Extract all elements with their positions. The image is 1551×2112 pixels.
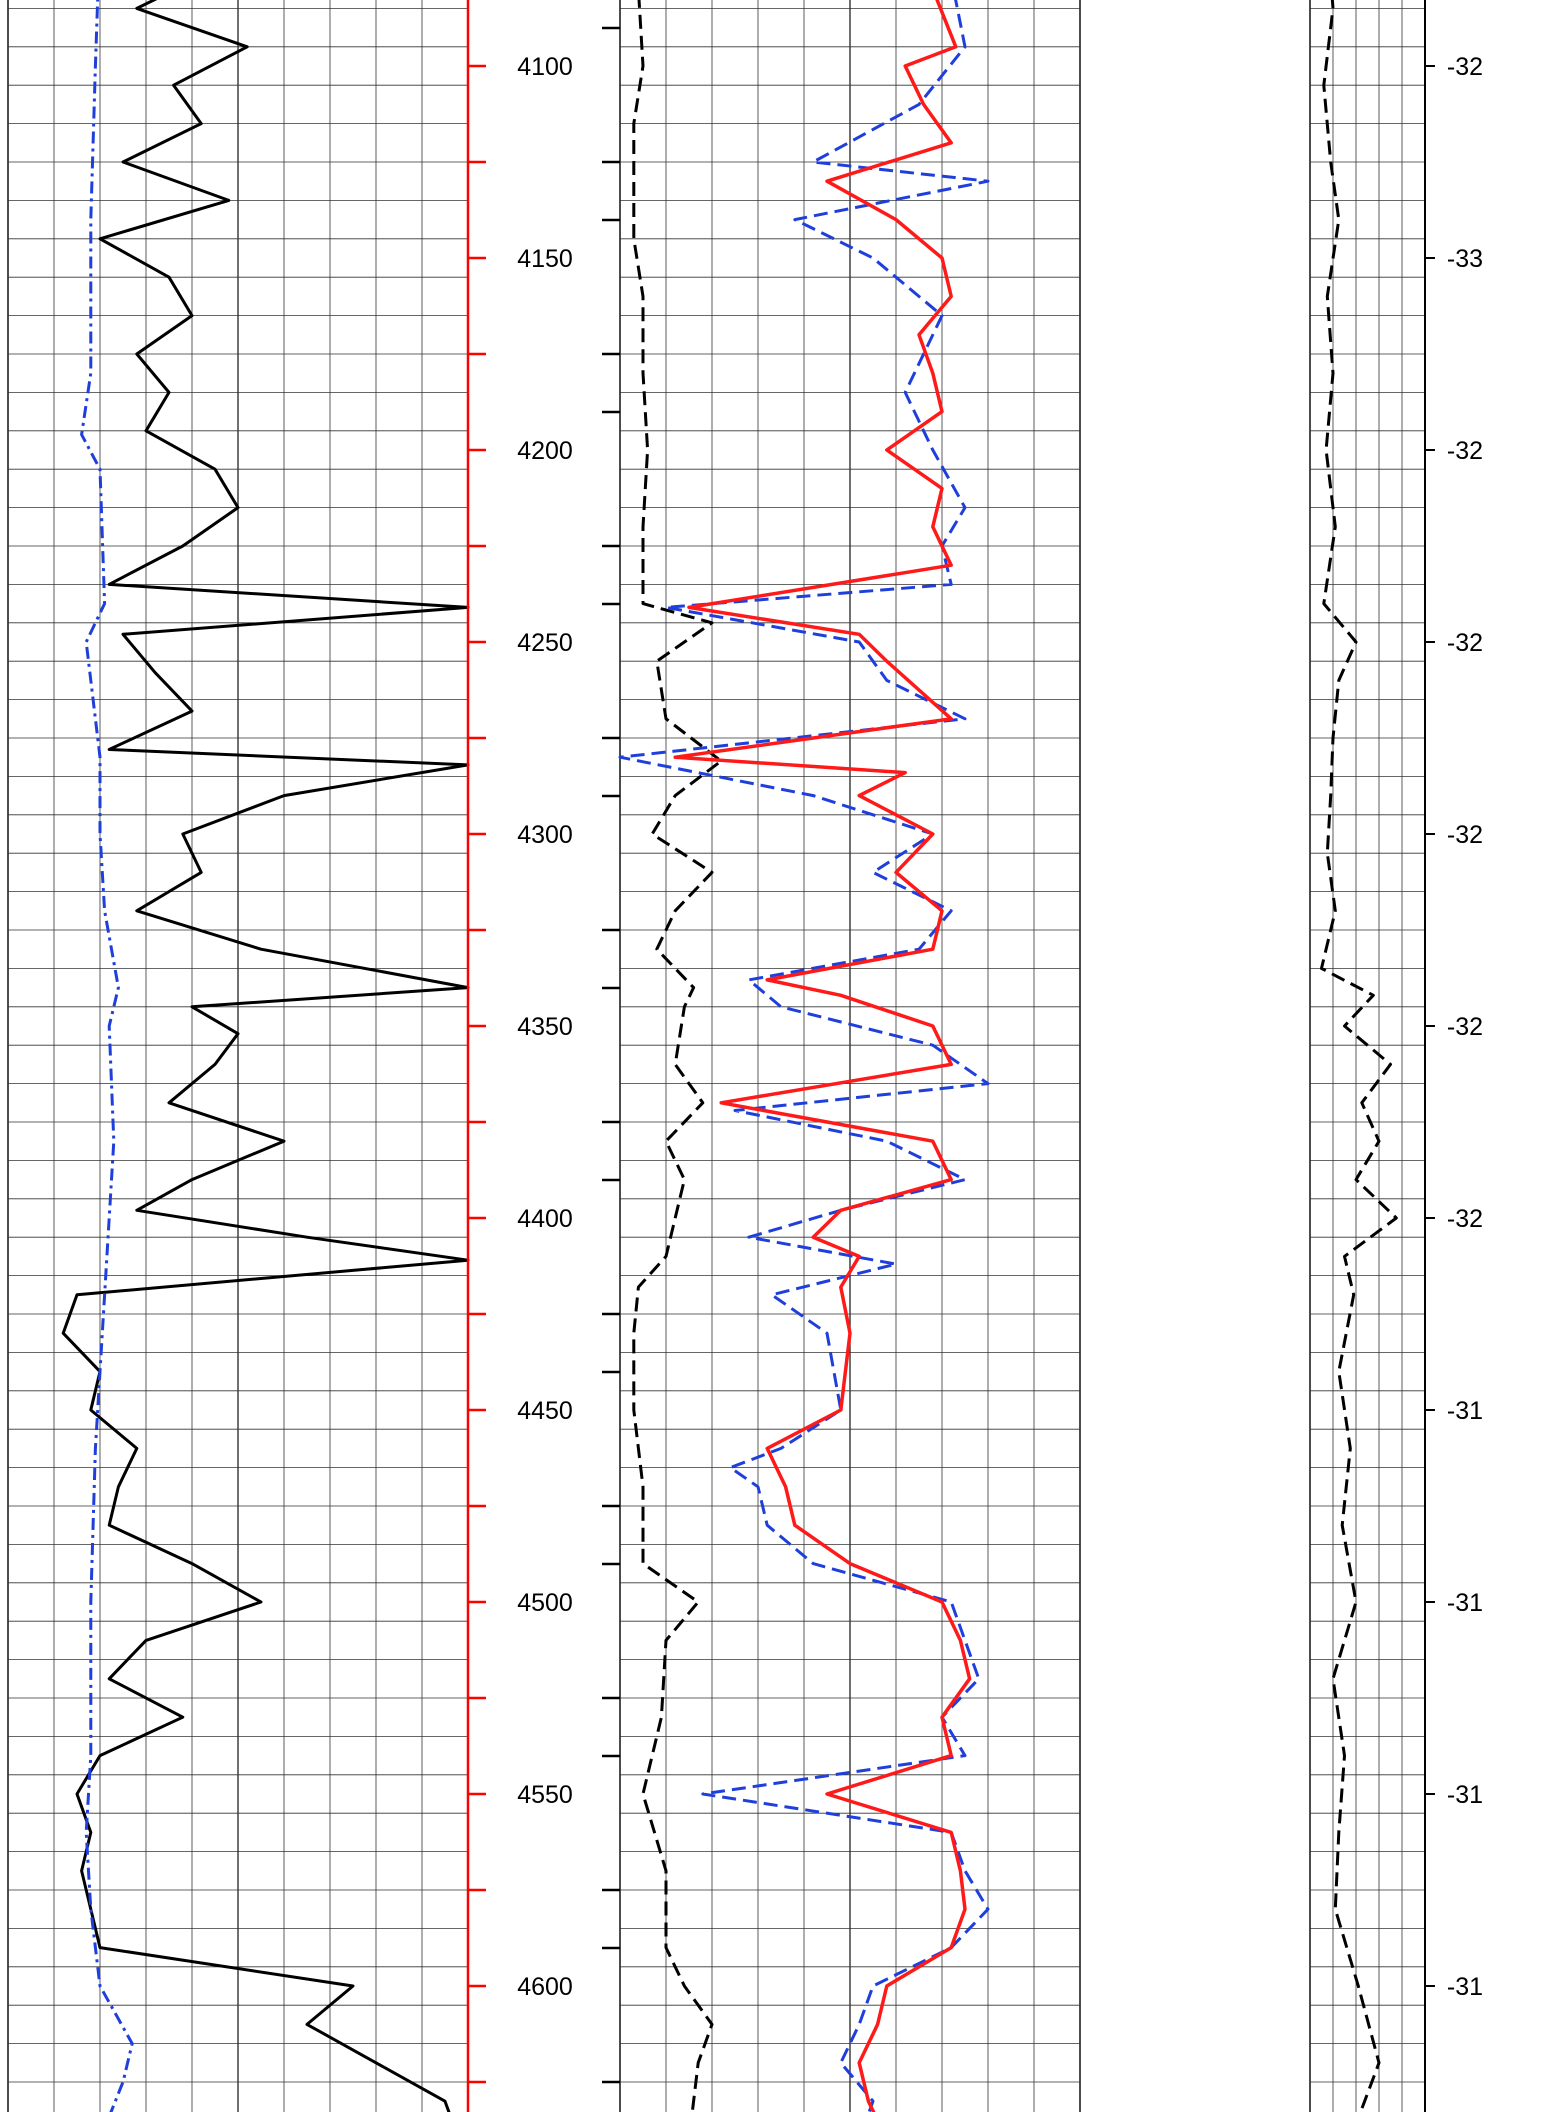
right-axis-label: -33 bbox=[1447, 245, 1483, 273]
log-curve-track-1-series-1 bbox=[61, 0, 470, 2112]
right-axis-label: -32 bbox=[1447, 437, 1483, 465]
right-axis-label: -31 bbox=[1447, 1397, 1483, 1425]
depth-tick-label: 4300 bbox=[517, 821, 573, 849]
right-axis-label: -31 bbox=[1447, 1973, 1483, 2001]
right-axis-label: -32 bbox=[1447, 53, 1483, 81]
depth-tick-label: 4200 bbox=[517, 437, 573, 465]
right-axis-label: -32 bbox=[1447, 1013, 1483, 1041]
depth-tick-label: 4100 bbox=[517, 53, 573, 81]
right-axis-label: -31 bbox=[1447, 1781, 1483, 1809]
right-axis: -32 -33 -32 -32 -32 -32 -32 -31 -31 -31 -31 bbox=[1424, 0, 1483, 2112]
depth-tick-label: 4500 bbox=[517, 1589, 573, 1617]
right-axis-label: -32 bbox=[1447, 1205, 1483, 1233]
depth-tick-label: 4450 bbox=[517, 1397, 573, 1425]
depth-tick-label: 4400 bbox=[517, 1205, 573, 1233]
log-curve-track-2-series-2 bbox=[618, 0, 990, 2112]
right-axis-label: -31 bbox=[1447, 1589, 1483, 1617]
depth-tick-label: 4550 bbox=[517, 1781, 573, 1809]
log-curve-track-2-series-1 bbox=[632, 0, 723, 2112]
depth-tick-label: 4150 bbox=[517, 245, 573, 273]
series-layer bbox=[61, 0, 1398, 2112]
depth-tick-label: 4600 bbox=[517, 1973, 573, 2001]
right-axis-label: -32 bbox=[1447, 629, 1483, 657]
depth-axis: 4100 4150 4200 4250 4300 4350 4400 4450 4500 4550… bbox=[466, 0, 620, 2112]
log-curve-track-3-series-1 bbox=[1320, 0, 1398, 2112]
depth-tick-label: 4350 bbox=[517, 1013, 573, 1041]
right-axis-label: -32 bbox=[1447, 821, 1483, 849]
depth-tick-label: 4250 bbox=[517, 629, 573, 657]
log-curve-track-1-series-2 bbox=[80, 0, 134, 2112]
log-curve-track-2-series-3 bbox=[673, 0, 972, 2112]
